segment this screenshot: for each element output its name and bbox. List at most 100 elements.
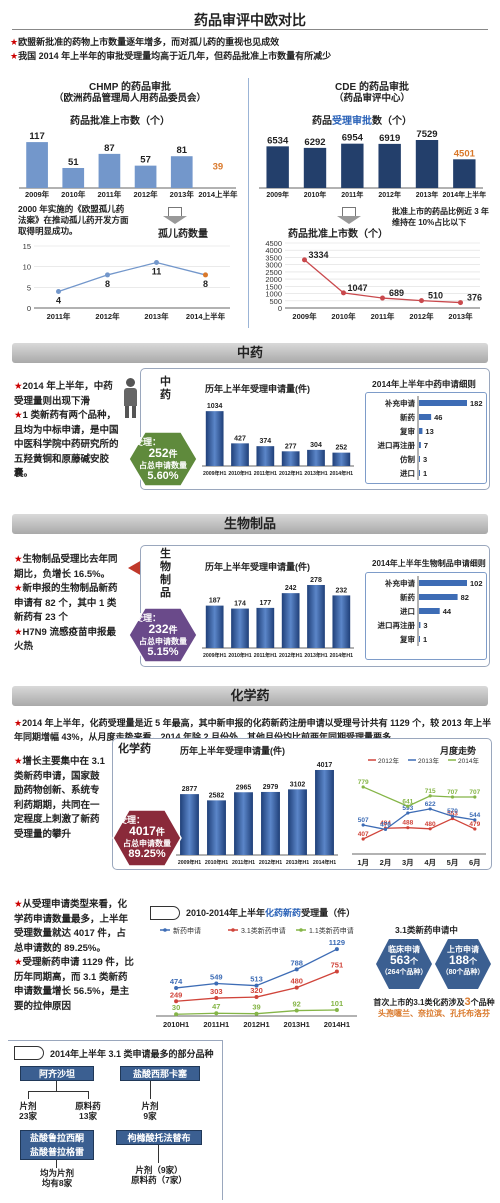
flow-right-branch-1: 片剂 9家: [141, 1101, 159, 1121]
point-label-0-0: 4: [56, 295, 61, 305]
cat-label-3: 2012年: [133, 189, 158, 199]
point-label-2-5: 707: [469, 789, 480, 796]
cat-label-4: 2013年: [170, 189, 195, 199]
point-0-5: [473, 827, 477, 831]
point-label-2-0: 779: [358, 779, 369, 786]
legend-dot-2: [299, 928, 303, 932]
class31-hexagon-b: [435, 939, 491, 989]
point-label-1-4: 570: [447, 808, 458, 815]
xtick-2: 2012H1: [243, 1020, 269, 1029]
chem-trend-chart: 2010H1 2011H1 2012H1 2013H1 2014H1 474 549 513 7…: [156, 926, 357, 1029]
tcm-banner: 中药: [12, 343, 488, 363]
hbar-value-0: 102: [470, 579, 483, 588]
cat-label-3: 2012年: [378, 190, 401, 199]
bar-2: [256, 607, 275, 648]
point-1-3: [294, 985, 299, 990]
bar-5: [315, 769, 334, 855]
value-label-4: 278: [310, 577, 322, 584]
point-0-1: [341, 290, 346, 296]
bar-3: [281, 451, 300, 466]
class31-hex-a-text: 临床申请 563个 （264个品种）: [380, 945, 428, 976]
cat-label-4: 2013年H1: [304, 469, 327, 477]
cat-label-0: 2009年: [266, 190, 289, 199]
legend-label-1: 3.1类新药申请: [241, 926, 286, 935]
row-label-5: 进口: [400, 468, 415, 478]
point-1-2: [406, 811, 410, 815]
chem-banner: 化学药: [12, 686, 488, 706]
hbar-4: [419, 456, 420, 462]
legend-dot-0: [163, 928, 167, 932]
bar-5: [332, 595, 351, 648]
down-arrow-icon: [168, 207, 182, 217]
point-label-0-5: 479: [469, 821, 480, 828]
hbar-value-2: 13: [425, 427, 433, 436]
bar-4: [288, 789, 307, 855]
cat-label-5: 2014年H1: [330, 469, 353, 477]
value-label-0: 1034: [207, 403, 223, 410]
bar-0: [266, 146, 289, 188]
point-1-3: [428, 807, 432, 811]
tcm-hexagon: [128, 431, 198, 487]
bar-3: [134, 165, 157, 188]
point-label-0-1: 549: [210, 972, 223, 981]
value-label-0: 117: [29, 131, 44, 142]
bar-2: [234, 792, 253, 855]
xtick-4: 2013年: [448, 311, 473, 321]
bar-0: [205, 605, 224, 648]
hbar-value-1: 82: [461, 593, 469, 602]
hbar-value-5: 1: [423, 469, 427, 478]
cat-label-0: 2009年H1: [203, 469, 226, 477]
point-0-1: [105, 272, 110, 278]
tcm-hex-text: 受理： 252件 占总申请数量 5.60%: [134, 437, 187, 482]
value-label-1: 6292: [304, 137, 325, 148]
point-label-0-2: 488: [402, 820, 413, 827]
bar-4: [170, 156, 193, 188]
hbar-2: [419, 428, 423, 434]
bio-vertical-label: 生物制品: [160, 548, 171, 599]
flow-left-drug2-caption: 均为片剂 均有8家: [39, 1168, 74, 1188]
flow-left-line-c: [56, 1160, 57, 1168]
cat-label-3: 2012年H1: [259, 858, 282, 866]
eu-heading: CHMP 的药品审批: [88, 82, 172, 93]
point-label-2-4: 101: [331, 999, 344, 1008]
bar-0: [205, 411, 224, 466]
value-label-2: 87: [104, 143, 115, 154]
cat-label-2: 2011年H1: [254, 469, 277, 477]
down-arrow-icon-2: [342, 207, 356, 217]
cn-bar-chart: 6534 2009年 6292 2010年 6954 2011年 6919 2012年 7529…: [259, 129, 486, 199]
bar-1: [207, 800, 226, 855]
point-label-2-2: 641: [402, 798, 413, 805]
value-label-3: 242: [285, 585, 297, 592]
xtick-3: 2014上半年: [186, 311, 226, 321]
class31-hexagon-a: [376, 939, 432, 989]
point-0-2: [254, 983, 259, 988]
point-1-4: [450, 814, 455, 818]
value-label-5: 4501: [454, 148, 476, 159]
point-2-4: [334, 1008, 339, 1013]
cat-label-3: 2012年H1: [279, 651, 302, 659]
bio-hexagon: [128, 607, 198, 663]
series-line-0: [58, 261, 206, 293]
point-1-1: [214, 996, 219, 1001]
bar-5: [453, 159, 476, 188]
point-0-3: [428, 827, 432, 831]
flow-right-drug2-caption: 片剂（9家） 原料药（7家）: [131, 1165, 187, 1185]
chem-trend-title: 2010-2014年上半年化药新药受理量（件）: [186, 908, 356, 918]
value-label-5: 252: [335, 445, 347, 452]
point-1-4: [334, 969, 339, 974]
point-label-0-3: 510: [428, 291, 443, 301]
value-label-4: 3102: [290, 781, 306, 788]
bar-2: [341, 143, 364, 188]
value-label-5: 232: [335, 587, 347, 594]
eu-bar-title: 药品批准上市数（个）: [70, 116, 170, 127]
xtick-1: 2010年: [331, 311, 356, 321]
legend-label-1: 2013年: [418, 756, 439, 765]
bar-1: [303, 147, 327, 188]
cn-heading: CDE 的药品审批: [335, 82, 409, 93]
point-label-2-3: 92: [293, 1000, 301, 1009]
ytick-5: 2500: [265, 268, 282, 277]
ytick-0: 0: [27, 304, 31, 313]
point-1-0: [361, 823, 365, 827]
cat-label-4: 2013年H1: [304, 651, 327, 659]
legend-label-2: 2014年: [458, 756, 479, 765]
